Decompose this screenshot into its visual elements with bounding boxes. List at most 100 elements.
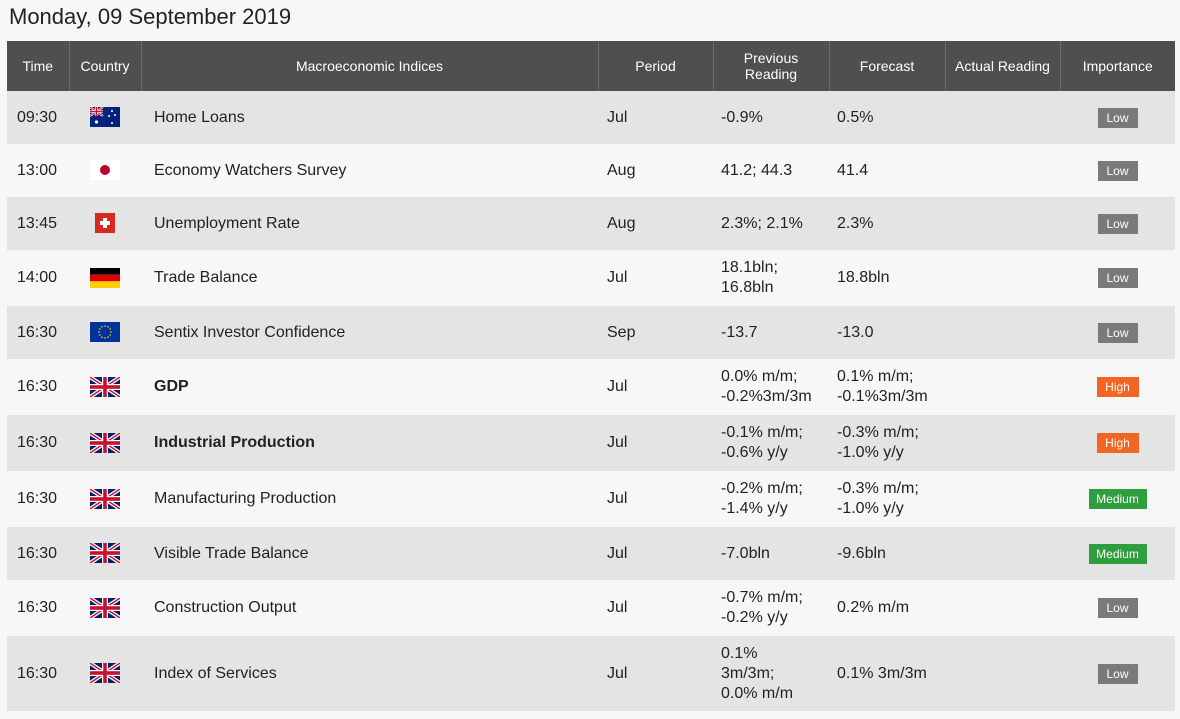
cell-forecast: 2.3% (829, 197, 945, 250)
table-row: 09:30 Home Loans Jul -0.9% 0.5% Low (7, 91, 1175, 144)
cell-country (69, 197, 141, 250)
cell-period: Jul (598, 580, 713, 636)
cell-country (69, 471, 141, 527)
importance-badge: Low (1097, 160, 1138, 181)
cell-period: Aug (598, 144, 713, 197)
forecast-line: -0.1%3m/3m (837, 388, 928, 405)
forecast-line: 0.1% m/m; (837, 368, 914, 385)
cell-actual (945, 144, 1060, 197)
cell-forecast: 0.1% 3m/3m (829, 636, 945, 711)
cell-actual (945, 359, 1060, 415)
header-country: Country (69, 41, 142, 91)
cell-country (69, 415, 141, 471)
cell-actual (945, 636, 1060, 711)
table-row: 13:00 Economy Watchers Survey Aug 41.2; 44.… (7, 144, 1175, 197)
importance-badge: High (1096, 377, 1139, 397)
previous-line: -0.2%3m/3m (721, 388, 812, 405)
importance-badge: Medium (1088, 489, 1147, 509)
cell-period: Jul (598, 91, 713, 144)
table-row: 16:30 GDP Jul 0.0% m/m; -0.2%3m/3m 0.1% m/m; -… (7, 359, 1175, 415)
cell-previous: -0.9% (713, 91, 829, 144)
cell-importance: Medium (1060, 471, 1175, 527)
table-row: 16:30 Sentix Investor Confidence Sep -13.7 -… (7, 306, 1175, 359)
uk-flag-icon (90, 488, 120, 509)
cell-country (69, 250, 141, 306)
cell-forecast: -13.0 (829, 306, 945, 359)
cell-forecast: 41.4 (829, 144, 945, 197)
forecast-line: -1.0% y/y (837, 444, 904, 461)
cell-time: 16:30 (7, 527, 69, 580)
cell-country (69, 306, 141, 359)
previous-line: -0.2% y/y (721, 609, 788, 626)
table-row: 16:30 Construction Output Jul -0.7% m/m; -0.… (7, 580, 1175, 636)
cell-previous: 18.1bln; 16.8bln (713, 250, 829, 306)
cell-forecast: -0.3% m/m; -1.0% y/y (829, 415, 945, 471)
cell-country (69, 527, 141, 580)
previous-line: -0.7% m/m; (721, 589, 803, 606)
cell-previous: -0.7% m/m; -0.2% y/y (713, 580, 829, 636)
cell-country (69, 359, 141, 415)
forecast-line: 18.8bln (837, 269, 890, 286)
cell-country (69, 144, 141, 197)
cell-time: 16:30 (7, 415, 69, 471)
cell-indicator: Index of Services (141, 636, 598, 711)
cell-actual (945, 415, 1060, 471)
cell-actual (945, 527, 1060, 580)
page-title: Monday, 09 September 2019 (9, 4, 292, 29)
de-flag-icon (90, 267, 120, 288)
cell-country (69, 636, 141, 711)
cell-actual (945, 580, 1060, 636)
cell-actual (945, 306, 1060, 359)
cell-indicator: Industrial Production (141, 415, 598, 471)
previous-line: 0.0% m/m; (721, 368, 798, 385)
cell-time: 16:30 (7, 471, 69, 527)
forecast-line: 0.5% (837, 108, 874, 126)
cell-indicator: Manufacturing Production (141, 471, 598, 527)
header-period: Period (598, 41, 714, 91)
cell-importance: High (1060, 415, 1175, 471)
cell-indicator: Construction Output (141, 580, 598, 636)
importance-badge: High (1096, 433, 1139, 453)
cell-period: Aug (598, 197, 713, 250)
cell-forecast: -0.3% m/m; -1.0% y/y (829, 471, 945, 527)
previous-line: 0.0% m/m (721, 684, 794, 702)
header-importance: Importance (1060, 41, 1175, 91)
cell-time: 13:45 (7, 197, 69, 250)
cell-country (69, 91, 141, 144)
cell-time: 09:30 (7, 91, 69, 144)
header-time: Time (7, 41, 70, 91)
table-row: 13:45 Unemployment Rate Aug 2.3%; 2.1% 2.3% L… (7, 197, 1175, 250)
table-row: 16:30 Industrial Production Jul -0.1% m/m; -… (7, 415, 1175, 471)
cell-previous: 0.0% m/m; -0.2%3m/3m (713, 359, 829, 415)
header-forecast: Forecast (829, 41, 946, 91)
cell-period: Jul (598, 250, 713, 306)
cell-forecast: 18.8bln (829, 250, 945, 306)
cell-indicator: Home Loans (141, 91, 598, 144)
cell-period: Jul (598, 471, 713, 527)
cell-previous: 2.3%; 2.1% (713, 197, 829, 250)
forecast-line: -9.6bln (837, 544, 886, 562)
cell-time: 13:00 (7, 144, 69, 197)
cell-period: Sep (598, 306, 713, 359)
cell-indicator: Visible Trade Balance (141, 527, 598, 580)
cell-time: 16:30 (7, 580, 69, 636)
cell-forecast: 0.5% (829, 91, 945, 144)
importance-badge: Low (1097, 107, 1138, 128)
economic-calendar-table: Time Country Macroeconomic Indices Perio… (7, 41, 1175, 711)
previous-line: 41.2; 44.3 (721, 161, 793, 179)
previous-line: 3m/3m; (721, 664, 775, 682)
cell-importance: Low (1060, 636, 1175, 711)
table-body: 09:30 Home Loans Jul -0.9% 0.5% Low 13:00 Econo… (7, 91, 1175, 711)
importance-badge: Low (1097, 663, 1138, 684)
forecast-line: 41.4 (837, 161, 869, 179)
previous-line: -7.0bln (721, 544, 770, 562)
header-indices: Macroeconomic Indices (141, 41, 599, 91)
forecast-line: -1.0% y/y (837, 500, 904, 517)
cell-previous: -0.1% m/m; -0.6% y/y (713, 415, 829, 471)
forecast-line: 0.2% m/m (837, 599, 910, 616)
forecast-line: -0.3% m/m; (837, 424, 919, 441)
previous-line: 16.8bln (721, 279, 774, 296)
jp-flag-icon (90, 160, 120, 181)
uk-flag-icon (90, 543, 120, 564)
table-header-row: Time Country Macroeconomic Indices Perio… (7, 41, 1175, 91)
